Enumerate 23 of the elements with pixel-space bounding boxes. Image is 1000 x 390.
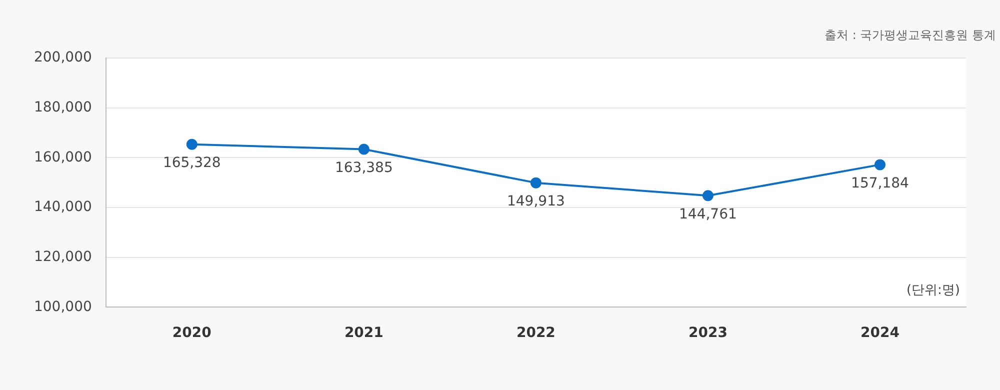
y-tick-label: 160,000 — [34, 149, 92, 166]
y-tick-label: 100,000 — [34, 298, 92, 315]
data-label: 144,761 — [679, 206, 737, 222]
x-tick-label: 2022 — [516, 325, 556, 342]
data-label: 163,385 — [334, 160, 393, 176]
x-tick-label: 2021 — [344, 325, 384, 342]
annotation: (단위:명) — [906, 282, 960, 300]
x-tick-label: 2020 — [172, 325, 212, 342]
point — [702, 190, 714, 202]
point — [874, 159, 886, 170]
x-tick-label: 2023 — [688, 325, 728, 342]
source-note: 출처 : 국가평생교육진흥원 통계 — [824, 27, 996, 44]
y-tick-label: 180,000 — [34, 99, 92, 116]
data-label: 165,328 — [162, 155, 221, 172]
point — [358, 144, 370, 155]
x-tick-label: 2024 — [860, 325, 900, 342]
point — [530, 177, 542, 188]
y-tick-label: 140,000 — [34, 199, 92, 216]
data-label: 149,913 — [506, 193, 565, 210]
point — [186, 138, 198, 150]
y-tick-label: 120,000 — [34, 249, 92, 265]
data-label: 157,184 — [851, 175, 910, 192]
y-tick-label: 200,000 — [34, 50, 92, 66]
